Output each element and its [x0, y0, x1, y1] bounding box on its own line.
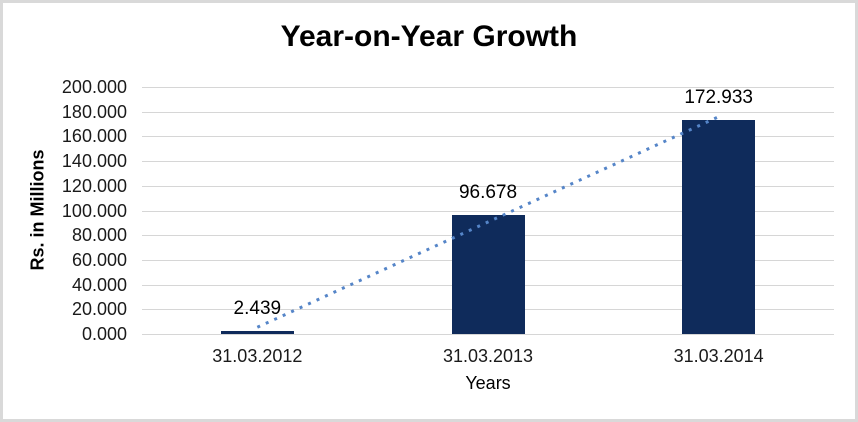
y-tick-label: 60.000 [71, 249, 127, 270]
gridline [142, 161, 834, 163]
chart-title: Year-on-Year Growth [280, 20, 578, 53]
bar [682, 120, 756, 334]
y-tick-label: 180.000 [61, 101, 127, 122]
bar [220, 330, 294, 334]
y-tick-label: 100.000 [61, 200, 127, 221]
y-tick-label: 0.000 [81, 324, 127, 344]
bar [451, 214, 525, 334]
x-tick-label: 31.03.2014 [673, 346, 764, 366]
bar-data-label: 2.439 [233, 297, 282, 319]
gridline [142, 185, 834, 187]
y-tick-label: 80.000 [71, 225, 127, 246]
bar-data-label: 96.678 [458, 181, 518, 203]
y-tick-label: 160.000 [61, 126, 127, 147]
x-tick-label: 31.03.2012 [212, 346, 303, 366]
y-tick-label: 40.000 [71, 274, 127, 295]
gridline [142, 210, 834, 212]
y-tick-label: 20.000 [71, 299, 127, 320]
gridline [142, 111, 834, 113]
trendline [256, 115, 720, 329]
y-tick-label: 140.000 [61, 151, 127, 172]
y-tick-label: 120.000 [61, 175, 127, 196]
y-tick-label: 200.000 [61, 77, 127, 97]
gridline [142, 334, 834, 335]
bar-data-label: 172.933 [684, 87, 753, 109]
x-tick-label: 31.03.2013 [442, 346, 534, 366]
x-axis-title: Years [465, 373, 511, 393]
gridline [142, 87, 834, 88]
gridline [142, 136, 834, 138]
